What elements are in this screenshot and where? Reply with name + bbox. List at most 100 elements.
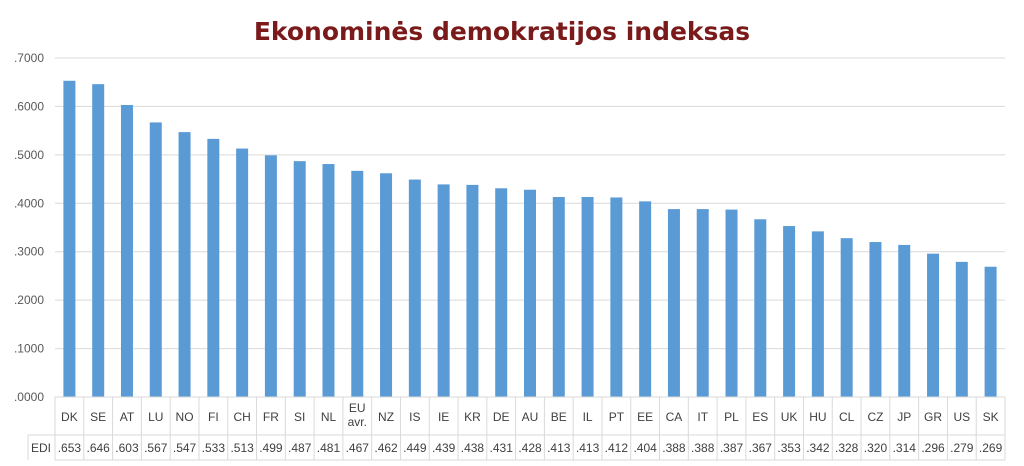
bars: [63, 80, 997, 398]
bar: [725, 209, 738, 397]
x-tick-label: CZ: [867, 410, 883, 424]
series-name-label: EDI: [31, 441, 51, 455]
data-label: .387: [720, 441, 744, 455]
x-tick-label: FR: [263, 410, 279, 424]
data-label: .388: [691, 441, 715, 455]
data-label: .388: [662, 441, 686, 455]
bar: [495, 188, 508, 397]
bar: [783, 226, 796, 397]
data-label: .412: [605, 441, 629, 455]
bar: [408, 179, 421, 397]
x-tick-label: US: [953, 410, 970, 424]
x-tick-label: UK: [781, 410, 798, 424]
data-label: .314: [893, 441, 917, 455]
data-label: .467: [346, 441, 370, 455]
x-tick-label: NZ: [378, 410, 394, 424]
bar: [639, 201, 652, 397]
bar: [610, 197, 623, 397]
x-tick-label: JP: [897, 410, 911, 424]
x-tick-label: DK: [61, 410, 78, 424]
bar: [178, 132, 191, 398]
bar: [236, 148, 249, 397]
y-tick-label: .6000: [14, 99, 44, 113]
x-tick-label: PL: [724, 410, 739, 424]
data-label: .513: [230, 441, 254, 455]
bar: [264, 155, 277, 397]
data-label: .499: [259, 441, 283, 455]
bar: [524, 189, 536, 397]
x-tick-label: SI: [294, 410, 305, 424]
x-tick-label: IL: [583, 410, 593, 424]
bar: [898, 244, 911, 397]
data-label: .462: [374, 441, 398, 455]
bar: [63, 80, 76, 398]
data-label: .603: [115, 441, 139, 455]
bar: [437, 184, 450, 397]
y-tick-label: .0000: [14, 390, 44, 404]
x-tick-label: BE: [551, 410, 567, 424]
data-label: .431: [490, 441, 514, 455]
x-tick-label: CL: [839, 410, 855, 424]
data-label: .439: [432, 441, 456, 455]
x-tick-label: PT: [609, 410, 625, 424]
x-tick-label: DE: [493, 410, 510, 424]
x-tick-label: LU: [148, 410, 163, 424]
data-label: .269: [979, 441, 1003, 455]
bar: [581, 196, 594, 397]
bar: [207, 138, 220, 397]
data-label: .438: [461, 441, 485, 455]
data-label: .449: [403, 441, 427, 455]
data-label: .296: [921, 441, 945, 455]
data-label: .533: [202, 441, 226, 455]
x-tick-label: NL: [321, 410, 337, 424]
data-label: .646: [87, 441, 111, 455]
bar: [869, 242, 882, 397]
data-label: .481: [317, 441, 341, 455]
x-tick-label: GR: [924, 410, 942, 424]
bar: [120, 104, 133, 398]
bar: [380, 173, 393, 397]
x-tick-label: SE: [90, 410, 106, 424]
data-label: .653: [58, 441, 82, 455]
bar: [955, 261, 968, 397]
y-tick-label: .3000: [14, 245, 44, 259]
bar: [984, 266, 997, 397]
bar: [92, 84, 105, 397]
bar: [811, 231, 824, 397]
x-tick-label: AT: [120, 410, 135, 424]
bar: [552, 196, 565, 397]
y-tick-label: .7000: [14, 51, 44, 65]
data-label: .279: [950, 441, 974, 455]
bar: [149, 122, 162, 397]
bar: [667, 209, 680, 397]
x-tick-label: IT: [697, 410, 708, 424]
data-label: .413: [547, 441, 571, 455]
x-tick-label: KR: [464, 410, 481, 424]
data-label: .547: [173, 441, 197, 455]
x-tick-label: IS: [409, 410, 420, 424]
x-tick-label: NO: [176, 410, 194, 424]
x-tick-label: FI: [208, 410, 219, 424]
x-tick-label: CA: [666, 410, 683, 424]
bar: [840, 238, 853, 397]
x-tick-label: CH: [233, 410, 250, 424]
bar: [322, 164, 335, 397]
y-tick-label: .1000: [14, 342, 44, 356]
data-label: .320: [864, 441, 888, 455]
data-label: .428: [518, 441, 542, 455]
bar: [754, 219, 767, 397]
x-tick-label: EU avr.: [348, 401, 367, 429]
bar: [293, 161, 306, 397]
x-tick-label: SK: [983, 410, 999, 424]
x-tick-label: IE: [438, 410, 449, 424]
data-label: .413: [576, 441, 600, 455]
data-label: .404: [633, 441, 657, 455]
data-label: .367: [749, 441, 773, 455]
chart-title: Ekonominės demokratijos indeksas: [254, 17, 750, 46]
y-tick-label: .5000: [14, 148, 44, 162]
x-tick-label: HU: [809, 410, 826, 424]
data-label: .567: [144, 441, 168, 455]
x-tick-label: EE: [637, 410, 653, 424]
data-label: .342: [806, 441, 830, 455]
